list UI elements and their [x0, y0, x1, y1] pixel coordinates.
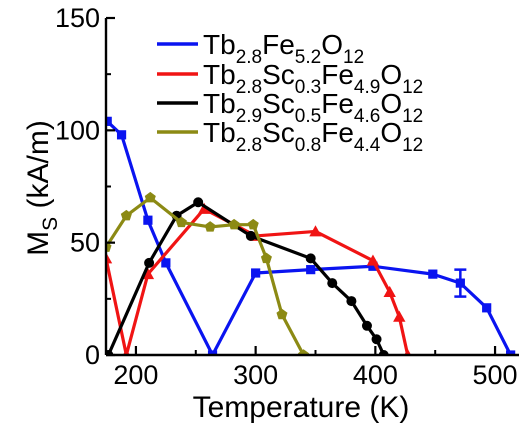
legend-label: Tb2.8Sc0.3Fe4.9O12: [203, 59, 423, 98]
data-point: [204, 221, 216, 232]
x-axis-title: Temperature (K): [193, 391, 410, 424]
series-3: [106, 197, 389, 355]
plot-area: [106, 116, 516, 355]
data-point: [207, 350, 218, 355]
data-point: [106, 116, 112, 126]
data-point: [245, 230, 256, 241]
data-point: [306, 265, 316, 275]
x-tick-label: 500: [473, 360, 518, 390]
data-point: [506, 350, 516, 355]
data-point: [327, 278, 338, 289]
data-point: [106, 252, 113, 264]
legend-label: Tb2.8Fe5.2O12: [203, 29, 364, 68]
x-tick-label: 400: [353, 360, 398, 390]
data-point: [122, 348, 130, 355]
data-point: [120, 209, 132, 221]
data-point: [276, 308, 288, 320]
data-point: [144, 191, 156, 203]
data-point: [144, 257, 155, 268]
data-point: [368, 261, 378, 271]
data-point: [298, 349, 310, 355]
series-line: [106, 119, 513, 355]
y-tick-label: 50: [70, 228, 100, 258]
axes: 200 300 400 500 0 50 100 150: [55, 3, 519, 390]
y-tick-label: 0: [85, 340, 100, 370]
data-point: [428, 269, 438, 279]
legend-entry-4: Tb2.8Sc0.8Fe4.4O12: [157, 117, 423, 156]
data-point: [482, 303, 492, 313]
data-point: [106, 241, 112, 252]
data-point: [393, 310, 406, 322]
series-line: [106, 196, 306, 355]
data-point: [161, 258, 171, 268]
legend-entry-2: Tb2.8Sc0.3Fe4.9O12: [157, 59, 423, 98]
legend-entry-3: Tb2.9Sc0.5Fe4.6O12: [157, 88, 423, 127]
data-point: [193, 197, 204, 208]
legend-label: Tb2.9Sc0.5Fe4.6O12: [203, 88, 423, 127]
data-point: [175, 216, 187, 228]
data-point: [251, 268, 261, 278]
data-point: [260, 252, 272, 264]
series-1: [106, 116, 516, 355]
data-point: [346, 296, 357, 307]
error-bar: [454, 268, 467, 298]
series-line: [106, 207, 410, 355]
y-tick-label: 100: [55, 115, 100, 145]
data-point: [371, 334, 382, 345]
legend-label: Tb2.8Sc0.8Fe4.4O12: [203, 117, 423, 156]
data-point: [361, 320, 372, 331]
x-tick-label: 300: [233, 360, 278, 390]
data-point: [305, 253, 316, 264]
series-4: [106, 191, 310, 355]
data-point: [366, 254, 380, 266]
data-point: [309, 225, 322, 237]
y-axis-title: MS (kA/m): [22, 120, 62, 256]
series-group: [106, 116, 516, 355]
y-tick-label: 150: [55, 3, 100, 33]
data-point: [383, 285, 396, 298]
legend: Tb2.8Fe5.2O12Tb2.8Sc0.3Fe4.9O12Tb2.9Sc0.…: [157, 29, 423, 156]
legend-entry-1: Tb2.8Fe5.2O12: [157, 29, 364, 68]
data-point: [247, 218, 259, 230]
data-point: [378, 350, 389, 355]
data-point: [143, 215, 153, 225]
x-tick-label: 200: [113, 360, 158, 390]
data-point: [197, 202, 211, 214]
data-point: [404, 348, 412, 355]
data-point: [228, 218, 240, 230]
data-point: [106, 350, 114, 355]
data-point: [116, 130, 127, 140]
